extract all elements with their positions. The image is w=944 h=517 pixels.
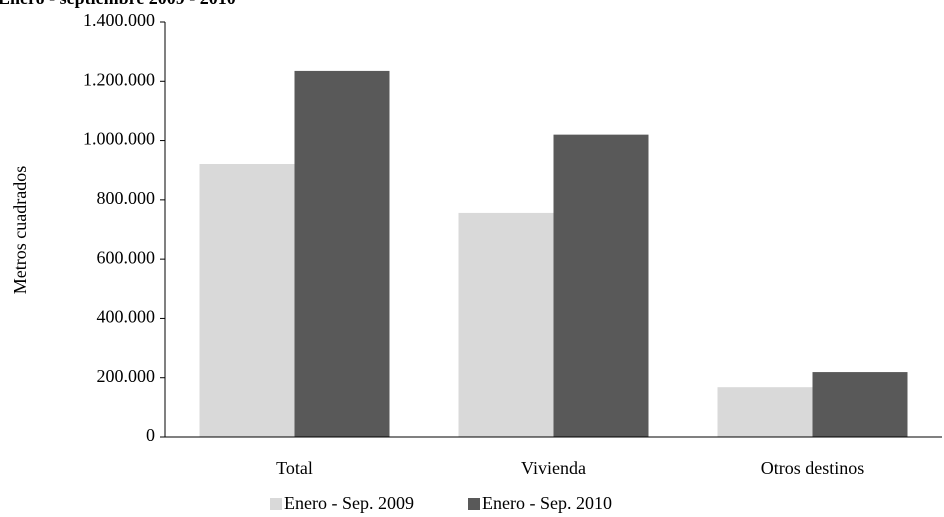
y-tick-label: 600.000 <box>97 247 156 267</box>
bar <box>458 212 554 437</box>
chart-subtitle: Enero - septiembre 2009 - 2010 <box>0 0 236 8</box>
legend-label: Enero - Sep. 2009 <box>284 493 414 513</box>
y-axis-label: Metros cuadrados <box>10 166 30 294</box>
y-tick-label: 200.000 <box>97 366 156 386</box>
bar <box>199 163 295 437</box>
y-tick-label: 800.000 <box>97 188 156 208</box>
bar <box>812 372 908 437</box>
y-tick-label: 1.400.000 <box>83 10 155 30</box>
bar <box>294 70 390 438</box>
x-tick-label: Otros destinos <box>761 458 865 478</box>
y-tick-label: 0 <box>146 425 155 445</box>
legend-swatch <box>270 498 282 510</box>
y-tick-label: 1.200.000 <box>83 69 155 89</box>
legend-swatch <box>468 498 480 510</box>
y-tick-label: 1.000.000 <box>83 129 155 149</box>
legend-label: Enero - Sep. 2010 <box>482 493 612 513</box>
bar <box>717 387 813 437</box>
y-tick-label: 400.000 <box>97 307 156 327</box>
bar <box>553 134 649 437</box>
x-tick-label: Vivienda <box>521 458 586 478</box>
x-tick-label: Total <box>276 458 313 478</box>
